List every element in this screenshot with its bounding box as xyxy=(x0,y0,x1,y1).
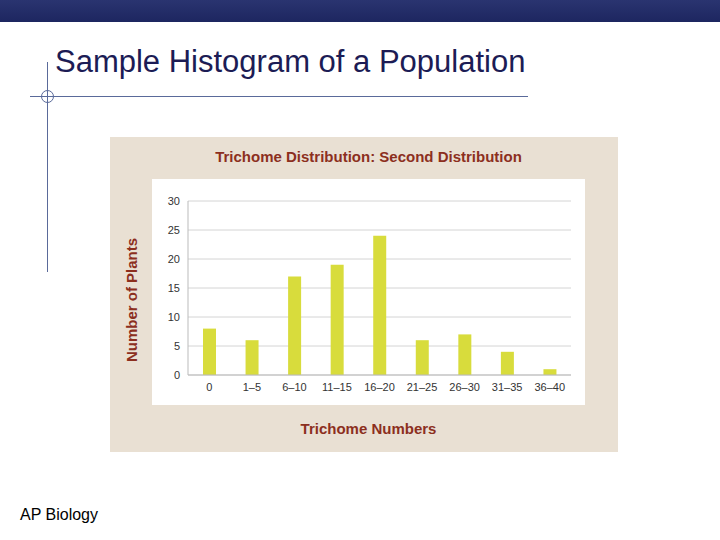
svg-text:6–10: 6–10 xyxy=(282,381,306,393)
svg-text:31–35: 31–35 xyxy=(492,381,523,393)
html-text:Trichome Distribution: Second: Trichome Distribution: Second Distributi… xyxy=(215,148,522,165)
svg-text:21–25: 21–25 xyxy=(407,381,438,393)
svg-text:15: 15 xyxy=(168,282,180,294)
html-text:Trichome Numbers: Trichome Numbers xyxy=(300,420,437,437)
svg-text:20: 20 xyxy=(168,253,180,265)
svg-text:0: 0 xyxy=(206,381,212,393)
svg-text:10: 10 xyxy=(168,311,180,323)
html-text:Number of Plants: Number of Plants xyxy=(122,237,140,363)
svg-text:36–40: 36–40 xyxy=(534,381,565,393)
svg-text:30: 30 xyxy=(168,195,180,207)
svg-text:26–30: 26–30 xyxy=(449,381,480,393)
svg-text:11–15: 11–15 xyxy=(322,381,352,393)
html-text:AP Biology: AP Biology xyxy=(20,506,98,523)
svg-text:25: 25 xyxy=(168,224,180,236)
svg-text:5: 5 xyxy=(174,340,180,352)
svg-text:0: 0 xyxy=(174,369,180,381)
svg-text:16–20: 16–20 xyxy=(364,381,395,393)
html-text:Sample Histogram of a Populati: Sample Histogram of a Population xyxy=(55,44,526,79)
svg-text:1–5: 1–5 xyxy=(243,381,261,393)
